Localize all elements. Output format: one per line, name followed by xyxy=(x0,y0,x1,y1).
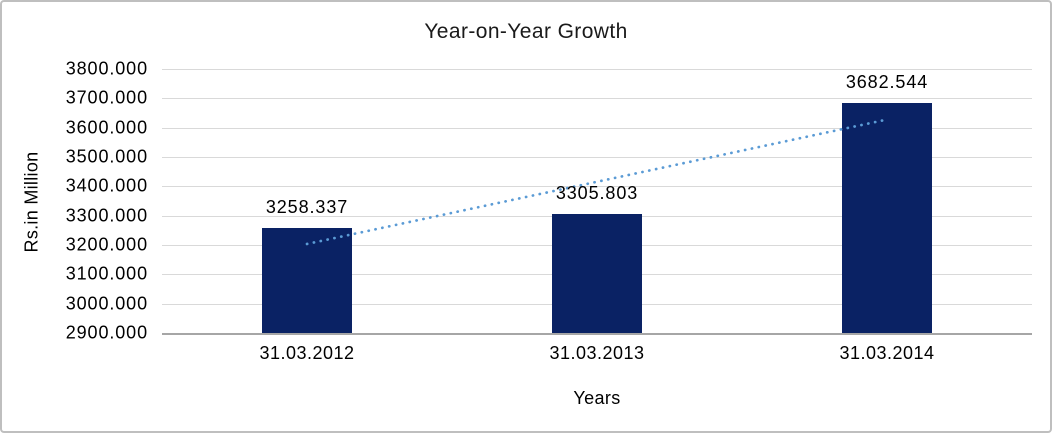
x-axis-line xyxy=(162,333,1032,335)
x-tick-label: 31.03.2013 xyxy=(549,343,645,363)
chart-title: Year-on-Year Growth xyxy=(424,20,628,43)
y-tick-label: 3700.000 xyxy=(65,87,148,108)
x-tick-label: 31.03.2014 xyxy=(839,343,935,363)
x-axis-title: Years xyxy=(573,388,621,408)
bar-31.03.2012 xyxy=(262,227,352,333)
data-label: 3258.337 xyxy=(265,196,349,217)
data-label: 3305.803 xyxy=(555,182,639,203)
plot-area: 3258.337 3305.803 3682.544 xyxy=(162,69,1032,335)
y-tick-label: 3200.000 xyxy=(65,234,148,255)
gridline xyxy=(162,69,1032,70)
gridline xyxy=(162,98,1032,100)
x-tick-label: 31.03.2012 xyxy=(259,343,355,363)
y-tick-label: 3100.000 xyxy=(65,263,148,284)
y-tick-label: 3600.000 xyxy=(65,117,148,138)
bar-31.03.2014 xyxy=(842,103,932,333)
y-tick-label: 2900.000 xyxy=(65,322,148,343)
y-tick-label: 3800.000 xyxy=(65,58,148,79)
y-tick-label: 3000.000 xyxy=(65,293,148,314)
y-tick-label: 3300.000 xyxy=(65,205,148,226)
y-tick-label: 3500.000 xyxy=(65,146,148,167)
y-tick-label: 3400.000 xyxy=(65,175,148,196)
bar-31.03.2013 xyxy=(552,213,642,333)
data-label: 3682.544 xyxy=(845,72,929,93)
